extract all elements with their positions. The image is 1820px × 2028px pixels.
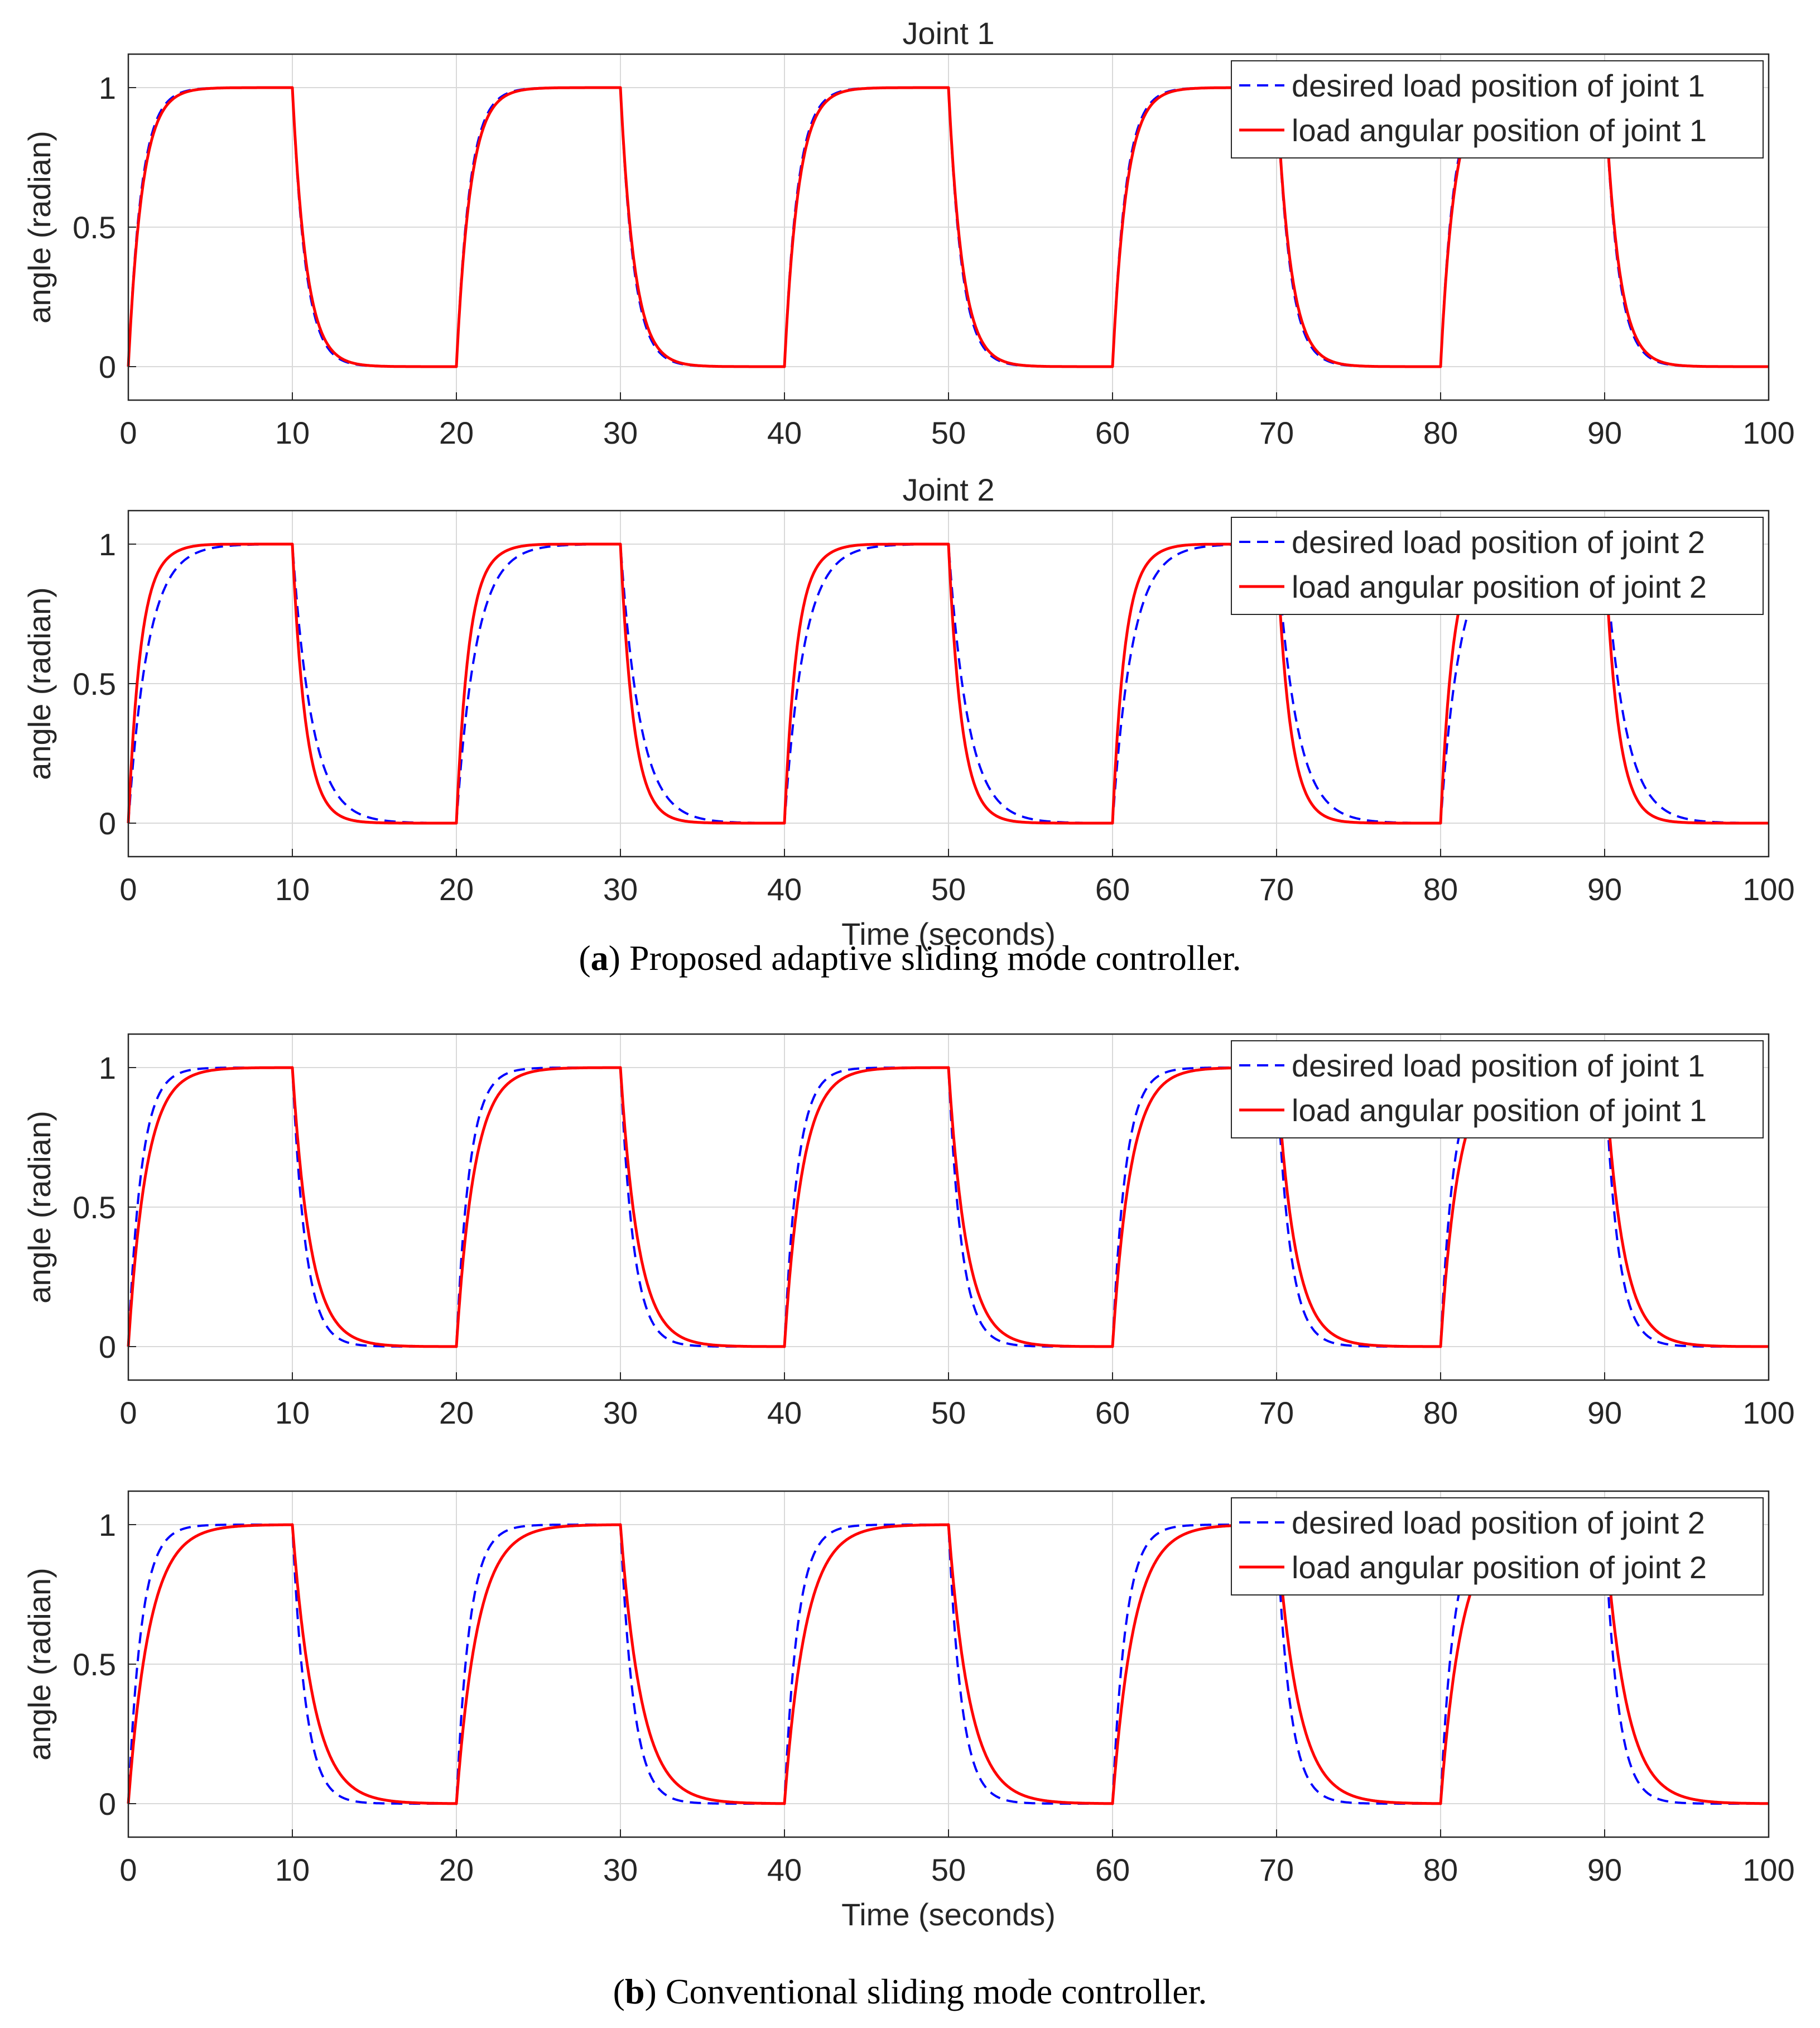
y-tick-label: 0	[99, 806, 116, 841]
legend-box	[1231, 1040, 1764, 1138]
legend-entry-label: desired load position of joint 1	[1292, 68, 1705, 103]
y-axis-label: angle (radian)	[22, 1568, 57, 1761]
y-axis-label: angle (radian)	[22, 131, 57, 324]
legend-box	[1231, 60, 1764, 158]
x-tick-label: 40	[767, 415, 802, 450]
y-tick-label: 0.5	[73, 1647, 116, 1682]
subplot-1: 0 10 20 30 40 50 60 70 80 90 100 0 0.5 1 angle (radian…	[22, 16, 1795, 450]
y-tick-label: 1	[99, 1507, 116, 1542]
caption-b-letter: b	[625, 1972, 645, 2011]
chart-title: Joint 2	[903, 472, 995, 507]
x-tick-label: 80	[1423, 1852, 1458, 1887]
x-tick-label: 70	[1259, 1852, 1294, 1887]
x-tick-label: 20	[439, 415, 474, 450]
x-tick-label: 20	[439, 1395, 474, 1430]
x-tick-label: 30	[603, 1395, 638, 1430]
caption-a-text: Proposed adaptive sliding mode controlle…	[629, 938, 1241, 978]
y-tick-label: 0	[99, 1329, 116, 1364]
legend-entry-label: load angular position of joint 2	[1292, 1550, 1707, 1585]
legend-entry-label: desired load position of joint 2	[1292, 1505, 1705, 1540]
caption-b-close-paren: )	[645, 1972, 666, 2011]
x-tick-label: 0	[119, 415, 137, 450]
x-tick-label: 70	[1259, 872, 1294, 907]
y-tick-label: 1	[99, 70, 116, 105]
y-tick-label: 0	[99, 1786, 116, 1822]
desired-series-line	[127, 1524, 1769, 1805]
x-axis-label: Time (seconds)	[841, 1897, 1056, 1932]
caption-a: (a) Proposed adaptive sliding mode contr…	[579, 938, 1241, 978]
legend-entry-label: load angular position of joint 2	[1292, 569, 1707, 604]
x-tick-label: 50	[931, 872, 966, 907]
legend-entry-label: load angular position of joint 1	[1292, 1093, 1707, 1128]
x-tick-label: 10	[275, 415, 310, 450]
caption-a-close-paren: )	[609, 938, 629, 978]
x-tick-label: 90	[1587, 415, 1622, 450]
x-tick-label: 90	[1587, 872, 1622, 907]
legend-box	[1231, 517, 1764, 615]
x-tick-label: 70	[1259, 415, 1294, 450]
x-axis-label: Time (seconds)	[841, 916, 1056, 951]
y-tick-label: 0	[99, 349, 116, 385]
x-tick-label: 90	[1587, 1852, 1622, 1887]
y-tick-label: 0.5	[73, 1190, 116, 1225]
chart-title: Joint 1	[903, 16, 995, 51]
x-tick-label: 90	[1587, 1395, 1622, 1430]
x-tick-label: 50	[931, 1852, 966, 1887]
x-tick-label: 0	[119, 1852, 137, 1887]
x-tick-label: 80	[1423, 1395, 1458, 1430]
x-tick-label: 60	[1095, 872, 1130, 907]
caption-a-open-paren: (	[579, 938, 590, 978]
x-tick-label: 40	[767, 1395, 802, 1430]
subplot-4: 0 10 20 30 40 50 60 70 80 90 100 0 0.5 1 angle (radian…	[22, 1490, 1795, 1932]
x-tick-label: 10	[275, 872, 310, 907]
y-tick-label: 0.5	[73, 210, 116, 245]
subplot-2: 0 10 20 30 40 50 60 70 80 90 100 0 0.5 1 angle (radian…	[22, 472, 1795, 951]
x-tick-label: 60	[1095, 415, 1130, 450]
y-tick-label: 1	[99, 527, 116, 562]
caption-b-open-paren: (	[613, 1972, 625, 2011]
caption-a-letter: a	[591, 938, 609, 978]
x-tick-label: 80	[1423, 415, 1458, 450]
x-tick-label: 40	[767, 872, 802, 907]
x-tick-label: 0	[119, 872, 137, 907]
x-tick-label: 20	[439, 1852, 474, 1887]
x-tick-label: 60	[1095, 1395, 1130, 1430]
x-tick-label: 50	[931, 1395, 966, 1430]
y-axis-label: angle (radian)	[22, 1111, 57, 1304]
x-tick-label: 50	[931, 415, 966, 450]
x-tick-label: 30	[603, 415, 638, 450]
x-tick-label: 100	[1742, 872, 1794, 907]
x-tick-label: 20	[439, 872, 474, 907]
caption-b-text: Conventional sliding mode controller.	[666, 1972, 1207, 2011]
x-tick-label: 70	[1259, 1395, 1294, 1430]
x-tick-label: 40	[767, 1852, 802, 1887]
y-axis-label: angle (radian)	[22, 587, 57, 780]
y-tick-label: 0.5	[73, 666, 116, 701]
x-tick-label: 0	[119, 1395, 137, 1430]
x-tick-label: 30	[603, 872, 638, 907]
x-tick-label: 80	[1423, 872, 1458, 907]
legend-entry-label: desired load position of joint 1	[1292, 1048, 1705, 1083]
legend-entry-label: load angular position of joint 1	[1292, 113, 1707, 148]
x-tick-label: 100	[1742, 415, 1794, 450]
x-tick-label: 10	[275, 1395, 310, 1430]
legend-entry-label: desired load position of joint 2	[1292, 525, 1705, 560]
y-tick-label: 1	[99, 1050, 116, 1085]
x-tick-label: 100	[1742, 1395, 1794, 1430]
x-tick-label: 30	[603, 1852, 638, 1887]
subplot-3: 0 10 20 30 40 50 60 70 80 90 100 0 0.5 1 angle (radian…	[22, 1033, 1795, 1430]
x-tick-label: 10	[275, 1852, 310, 1887]
legend-box	[1231, 1497, 1764, 1596]
x-tick-label: 60	[1095, 1852, 1130, 1887]
x-tick-label: 100	[1742, 1852, 1794, 1887]
caption-b: (b) Conventional sliding mode controller…	[613, 1972, 1207, 2011]
